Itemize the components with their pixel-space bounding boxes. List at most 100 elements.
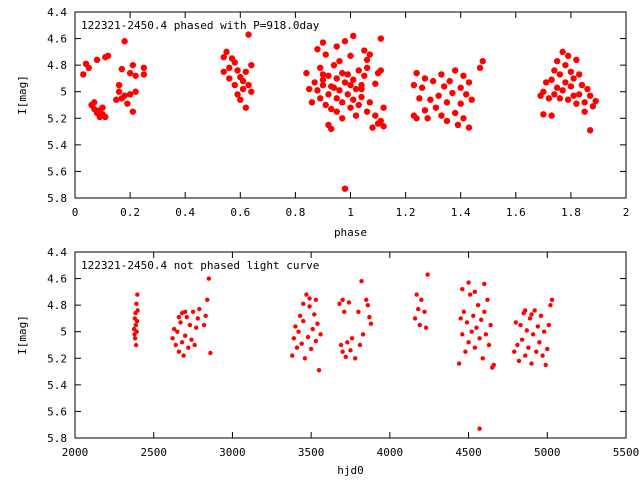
data-point <box>350 76 357 83</box>
data-point <box>474 325 479 330</box>
x-tick-label: 4000 <box>377 446 404 459</box>
data-point <box>333 108 340 115</box>
y-tick-label: 5.8 <box>47 192 67 205</box>
data-point <box>418 84 426 91</box>
data-point <box>570 92 577 99</box>
data-point <box>355 101 362 109</box>
data-point <box>336 57 343 65</box>
data-point <box>457 100 464 107</box>
data-point <box>178 320 183 325</box>
x-tick-label: 1.6 <box>506 206 526 219</box>
data-point <box>195 316 200 321</box>
data-point <box>380 123 387 130</box>
data-point <box>358 85 365 93</box>
data-point <box>363 108 371 115</box>
data-point <box>372 112 379 119</box>
data-point <box>330 61 338 69</box>
data-point <box>347 104 354 111</box>
data-point <box>203 313 208 318</box>
x-axis-label: hjd0 <box>337 464 364 477</box>
data-point <box>140 64 148 72</box>
data-point <box>479 57 486 65</box>
data-point <box>308 346 314 352</box>
data-points <box>80 31 599 192</box>
data-point <box>341 185 349 192</box>
data-point <box>429 77 437 85</box>
data-point <box>464 320 470 325</box>
data-point <box>530 332 536 337</box>
data-point <box>549 297 555 303</box>
data-point <box>540 88 547 95</box>
data-point <box>318 332 323 337</box>
data-point <box>299 341 304 346</box>
data-point <box>573 56 580 64</box>
x-tick-label: 0.8 <box>285 206 305 219</box>
data-point <box>421 75 429 82</box>
data-point <box>377 117 385 125</box>
data-point <box>456 361 462 366</box>
data-point <box>377 35 385 42</box>
data-point <box>208 350 213 356</box>
data-point <box>313 338 319 344</box>
data-point <box>310 326 315 332</box>
data-point <box>316 64 324 72</box>
data-point <box>366 51 373 58</box>
data-point <box>523 353 528 358</box>
data-point <box>567 83 575 90</box>
data-point <box>357 342 363 348</box>
y-tick-label: 4.6 <box>47 33 67 46</box>
data-point <box>333 95 340 102</box>
data-point <box>126 91 134 98</box>
y-tick-label: 4.4 <box>47 6 67 19</box>
data-point <box>184 314 189 320</box>
x-tick-label: 1.4 <box>451 206 471 219</box>
data-point <box>465 124 473 131</box>
data-point <box>245 81 252 89</box>
data-point <box>91 99 98 106</box>
data-point <box>516 358 522 364</box>
data-point <box>341 38 349 45</box>
data-point <box>562 79 569 86</box>
data-point <box>535 324 541 329</box>
data-point <box>438 71 445 78</box>
data-point <box>336 87 343 94</box>
data-point <box>99 104 106 111</box>
data-point <box>465 79 473 86</box>
data-point <box>457 84 464 91</box>
data-point <box>363 64 371 72</box>
data-point <box>339 69 346 77</box>
data-point <box>308 99 316 106</box>
data-point <box>132 72 139 79</box>
data-point <box>132 88 139 95</box>
y-tick-label: 4.8 <box>47 299 67 312</box>
data-point <box>477 336 482 341</box>
data-point <box>584 85 591 93</box>
x-tick-label: 0.6 <box>230 206 250 219</box>
data-point <box>176 349 182 354</box>
data-point <box>205 297 210 303</box>
data-point <box>573 100 580 107</box>
data-point <box>307 304 312 309</box>
x-tick-label: 5000 <box>534 446 561 459</box>
data-point <box>377 67 385 74</box>
data-point <box>365 302 371 308</box>
data-point <box>542 79 550 86</box>
data-point <box>423 325 429 330</box>
data-point <box>421 107 429 114</box>
data-point <box>234 91 241 98</box>
data-point <box>186 345 191 350</box>
data-point <box>133 322 138 328</box>
data-point <box>340 297 345 303</box>
data-point <box>529 361 534 366</box>
data-point <box>194 325 199 330</box>
data-point <box>581 108 588 115</box>
data-point <box>538 313 544 318</box>
data-point <box>341 79 349 86</box>
data-point <box>304 292 309 297</box>
x-axis-ticks: 0 0.2 0.4 0.6 0.8 1 1.2 1.4 1.6 1.8 2 <box>72 12 629 219</box>
data-point <box>325 72 332 79</box>
data-point <box>183 333 188 338</box>
data-point <box>472 345 478 350</box>
data-point <box>348 348 353 353</box>
data-point <box>118 65 126 73</box>
